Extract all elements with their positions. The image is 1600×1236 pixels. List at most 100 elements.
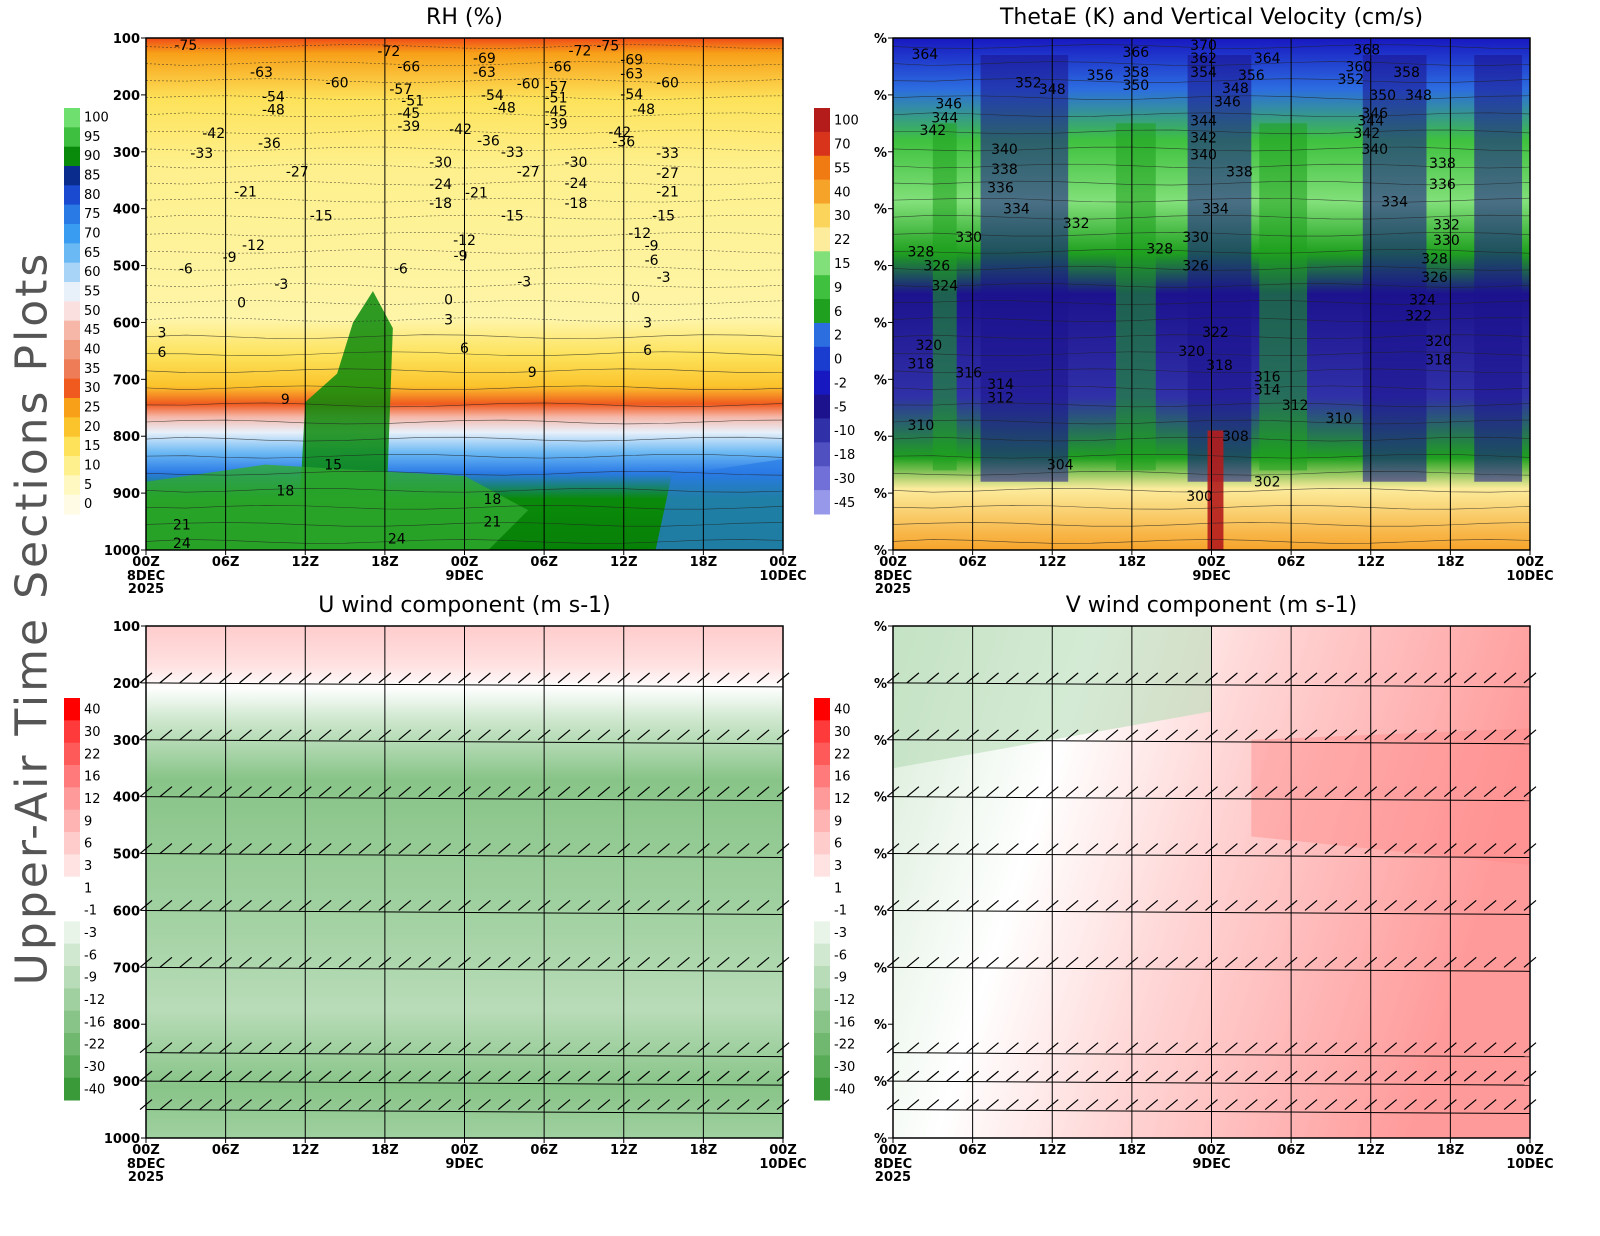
colorbar-label: -16 (84, 1015, 105, 1030)
colorbar-label: 3 (834, 859, 842, 874)
wind-barb (1503, 786, 1517, 798)
contour-label: 348 (1222, 81, 1249, 97)
contour-label: 314 (1254, 383, 1281, 399)
wind-barb (986, 899, 999, 911)
wind-barb (716, 1099, 730, 1111)
contour-label: -24 (565, 176, 588, 192)
wind-barb (736, 1070, 750, 1082)
contour-label: -6 (394, 261, 408, 277)
wind-barb (1424, 899, 1437, 911)
wind-barb (657, 956, 670, 968)
wind-barb (736, 729, 750, 741)
panel-uwind: U wind component (m s-1) 100 200 300 400 500 6… (64, 593, 807, 1185)
wind-barb (986, 843, 999, 855)
x-tick-label: 00Z (132, 555, 160, 570)
colorbar-swatch (814, 1077, 830, 1101)
contour-label: -21 (234, 185, 257, 201)
colorbar-label: 45 (84, 323, 101, 338)
y-tick-label: 200 (113, 677, 140, 692)
wind-barb (1384, 1099, 1398, 1111)
contour-label: -63 (250, 65, 273, 81)
wind-barb (1463, 672, 1477, 684)
wind-barb (1025, 1042, 1039, 1054)
colorbar-swatch (814, 876, 830, 900)
contour-label: 15 (324, 458, 342, 474)
contour-label: 330 (1433, 233, 1460, 249)
contour-label: 340 (1361, 142, 1388, 158)
wind-barb (1503, 672, 1517, 684)
wind-barb (1463, 843, 1477, 855)
colorbar-label: 40 (834, 185, 851, 200)
wind-barb (1185, 672, 1198, 684)
wind-barb (1424, 956, 1437, 968)
colorbar-label: 6 (834, 305, 842, 320)
date-label: 8DEC (874, 1157, 912, 1172)
y-tick-label: 600 (113, 316, 140, 331)
wind-barb (1244, 899, 1258, 911)
contour-label: 322 (1202, 325, 1229, 341)
wind-barb (1384, 729, 1398, 741)
wind-barb (159, 843, 173, 855)
wind-barb (1503, 729, 1517, 741)
contour-label: -72 (377, 44, 400, 60)
wind-barb (1105, 729, 1119, 741)
wind-barb (1463, 899, 1477, 911)
contour-label: 316 (955, 366, 982, 382)
contour-label: 334 (1003, 202, 1030, 218)
x-tick-label: 12Z (1038, 555, 1066, 570)
contour-label: -21 (465, 186, 488, 202)
contour-label: 330 (1182, 230, 1209, 246)
contour-label: -45 (397, 106, 420, 122)
wind-barb (179, 729, 193, 741)
x-tick-label: 00Z (1516, 555, 1544, 570)
y-tick-label: 700 (113, 961, 140, 976)
wind-barb (398, 956, 412, 968)
contour-label: 310 (1326, 411, 1353, 427)
wind-barb (278, 729, 292, 741)
wind-barb (1244, 729, 1258, 741)
colorbar-label: -40 (84, 1082, 105, 1097)
colorbar-swatch (814, 899, 830, 922)
wind-barb (239, 956, 252, 968)
colorbar-swatch (64, 899, 80, 922)
wind-barb (199, 1042, 213, 1054)
wind-barb (677, 786, 690, 798)
contour-label: -27 (656, 166, 679, 182)
contour-label: 338 (1429, 156, 1456, 172)
contour-label: 358 (1393, 65, 1420, 81)
wind-barb (1344, 1070, 1358, 1082)
contour-label: -39 (545, 116, 568, 132)
wind-barb (1145, 672, 1159, 684)
colorbar-label: -6 (834, 948, 847, 963)
wind-barb (1244, 956, 1258, 968)
contour-label: 328 (908, 244, 935, 260)
contour-label: -39 (397, 119, 420, 135)
contour-label: 21 (483, 515, 501, 531)
colorbar-swatch (814, 394, 830, 419)
colorbar-label: -1 (84, 904, 97, 919)
colorbar-swatch (64, 320, 80, 341)
wind-barb (239, 843, 252, 855)
wind-barb (259, 843, 272, 855)
colorbar-label: -3 (84, 926, 97, 941)
wind-barb (1384, 1042, 1398, 1054)
wind-barb (1105, 843, 1119, 855)
contour-label: -9 (223, 250, 237, 266)
wind-barb (1025, 729, 1039, 741)
contour-label: 6 (643, 343, 652, 359)
colorbar-swatch (64, 1033, 80, 1056)
contour-label: -69 (473, 51, 496, 67)
colorbar-swatch (814, 966, 830, 989)
y-tick-label: % (874, 1132, 887, 1147)
wind-barb (438, 1070, 451, 1082)
colorbar-label: 55 (834, 161, 851, 176)
wind-barb (338, 1042, 352, 1054)
y-tick-label: % (874, 373, 887, 388)
wind-barb (517, 1099, 531, 1111)
colorbar-label: 70 (84, 227, 101, 242)
wind-barb (736, 843, 750, 855)
wind-barb (677, 843, 690, 855)
colorbar-swatch (64, 988, 80, 1012)
y-tick-label: % (874, 146, 887, 161)
colorbar-swatch (64, 224, 80, 244)
